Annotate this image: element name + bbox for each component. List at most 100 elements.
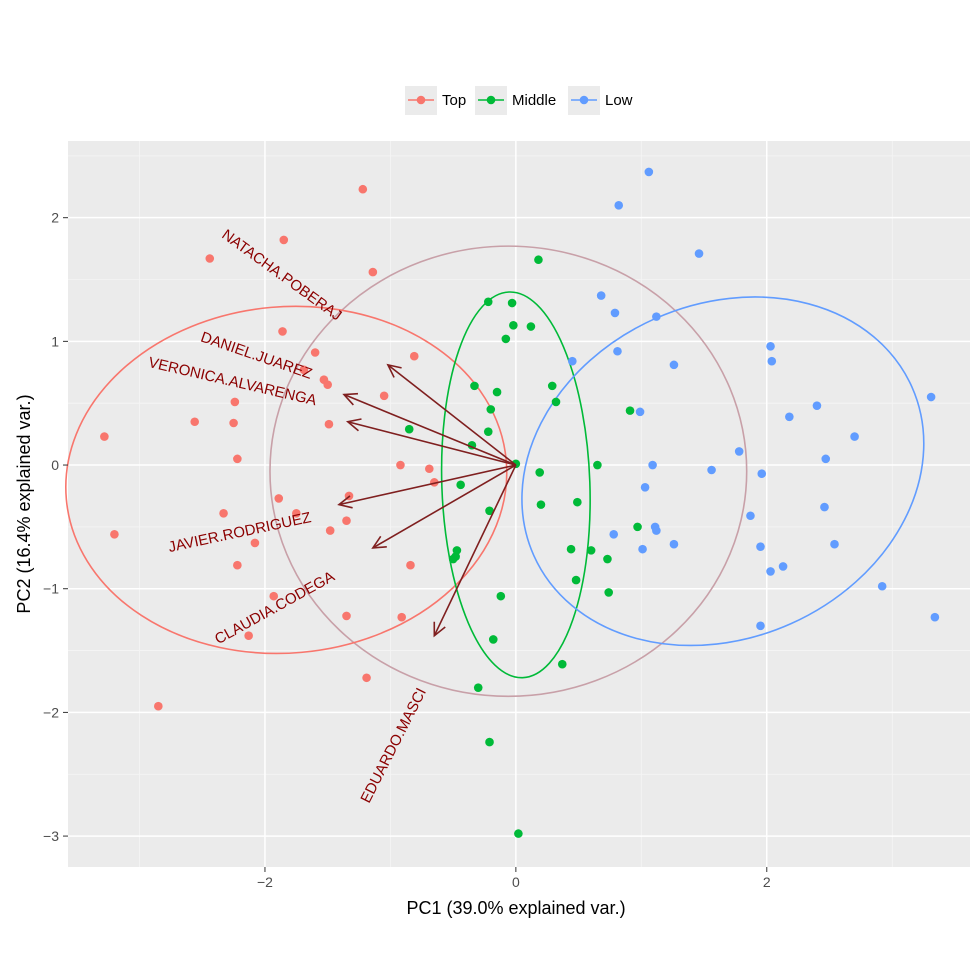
- point-low: [644, 167, 654, 177]
- point-low: [669, 360, 679, 370]
- point-middle: [566, 544, 576, 554]
- point-low: [767, 356, 777, 366]
- legend: Top Middle Low: [405, 86, 633, 115]
- point-middle: [485, 506, 494, 516]
- loading-arrowhead: [342, 392, 359, 406]
- x-tick-label: −2: [257, 874, 273, 890]
- y-tick-label: 1: [51, 333, 59, 349]
- point-middle: [534, 255, 543, 265]
- point-low: [707, 465, 716, 475]
- point-middle: [501, 334, 511, 344]
- point-middle: [593, 460, 602, 470]
- x-axis-title: PC1 (39.0% explained var.): [406, 898, 625, 918]
- point-low: [610, 308, 620, 318]
- legend-item-middle: Middle: [475, 86, 556, 115]
- point-middle: [633, 522, 642, 532]
- plot-panel: [68, 141, 970, 867]
- point-low: [734, 447, 744, 456]
- loading-arrow: [433, 464, 517, 637]
- point-top: [110, 530, 119, 539]
- point-top: [362, 673, 371, 683]
- point-middle: [483, 297, 493, 307]
- point-low: [778, 562, 788, 571]
- loading-arrowhead: [337, 495, 353, 509]
- point-middle: [573, 497, 582, 507]
- point-middle: [571, 575, 581, 585]
- loading-arrow: [387, 364, 517, 466]
- legend-item-top: Top: [405, 86, 466, 115]
- point-top: [250, 538, 260, 548]
- point-low: [766, 567, 775, 576]
- point-low: [596, 291, 606, 300]
- point-middle: [536, 500, 546, 509]
- point-low: [640, 483, 650, 492]
- point-top: [279, 235, 289, 245]
- point-low: [669, 539, 679, 549]
- point-middle: [509, 320, 518, 330]
- point-top: [396, 460, 405, 470]
- point-middle: [551, 397, 561, 407]
- point-low: [756, 542, 765, 551]
- x-axis-ticks: −2 0 2: [257, 867, 771, 890]
- point-low: [609, 530, 619, 539]
- y-tick-label: 0: [51, 457, 59, 473]
- point-middle: [488, 635, 498, 644]
- point-top: [425, 464, 434, 474]
- point-low: [638, 544, 647, 554]
- point-middle: [557, 659, 567, 669]
- point-top: [219, 508, 228, 518]
- ellipse-all: [269, 245, 748, 698]
- point-middle: [603, 554, 612, 564]
- legend-key-point: [416, 95, 426, 105]
- point-middle: [473, 683, 483, 692]
- point-top: [190, 417, 200, 427]
- point-middle: [586, 546, 596, 555]
- point-middle: [470, 381, 479, 391]
- point-low: [756, 621, 765, 631]
- point-low: [635, 407, 645, 417]
- point-middle: [625, 406, 635, 415]
- point-low: [568, 356, 577, 366]
- point-low: [614, 201, 624, 210]
- point-top: [368, 267, 378, 277]
- point-middle: [514, 829, 523, 838]
- point-top: [274, 494, 284, 503]
- point-top: [323, 380, 332, 389]
- point-low: [850, 432, 859, 441]
- legend-label: Low: [605, 92, 633, 109]
- point-low: [812, 401, 822, 410]
- y-tick-label: −3: [43, 828, 59, 844]
- x-tick-label: 0: [512, 874, 520, 890]
- point-top: [154, 701, 163, 711]
- point-low: [766, 342, 775, 351]
- point-middle: [535, 468, 544, 477]
- point-middle: [526, 322, 536, 331]
- point-low: [694, 249, 704, 258]
- point-top: [230, 397, 240, 407]
- point-middle: [456, 480, 465, 490]
- point-top: [269, 591, 279, 601]
- point-middle: [448, 554, 458, 564]
- point-middle: [547, 381, 557, 391]
- loading-arrowhead: [433, 621, 446, 638]
- point-top: [409, 351, 419, 361]
- loading-arrows: [337, 363, 517, 638]
- point-top: [244, 631, 253, 641]
- point-low: [652, 526, 661, 535]
- point-top: [310, 348, 320, 357]
- point-top: [233, 454, 242, 464]
- point-middle: [404, 424, 414, 434]
- point-top: [325, 526, 335, 535]
- legend-label: Top: [442, 92, 466, 109]
- point-low: [877, 581, 887, 591]
- point-top: [205, 254, 215, 263]
- point-low: [830, 539, 839, 549]
- point-top: [342, 611, 351, 621]
- point-top: [299, 365, 309, 375]
- points: [100, 167, 940, 838]
- point-low: [821, 454, 831, 464]
- point-middle: [496, 591, 506, 601]
- legend-key-point: [579, 95, 589, 105]
- point-middle: [604, 588, 613, 597]
- point-low: [648, 460, 657, 470]
